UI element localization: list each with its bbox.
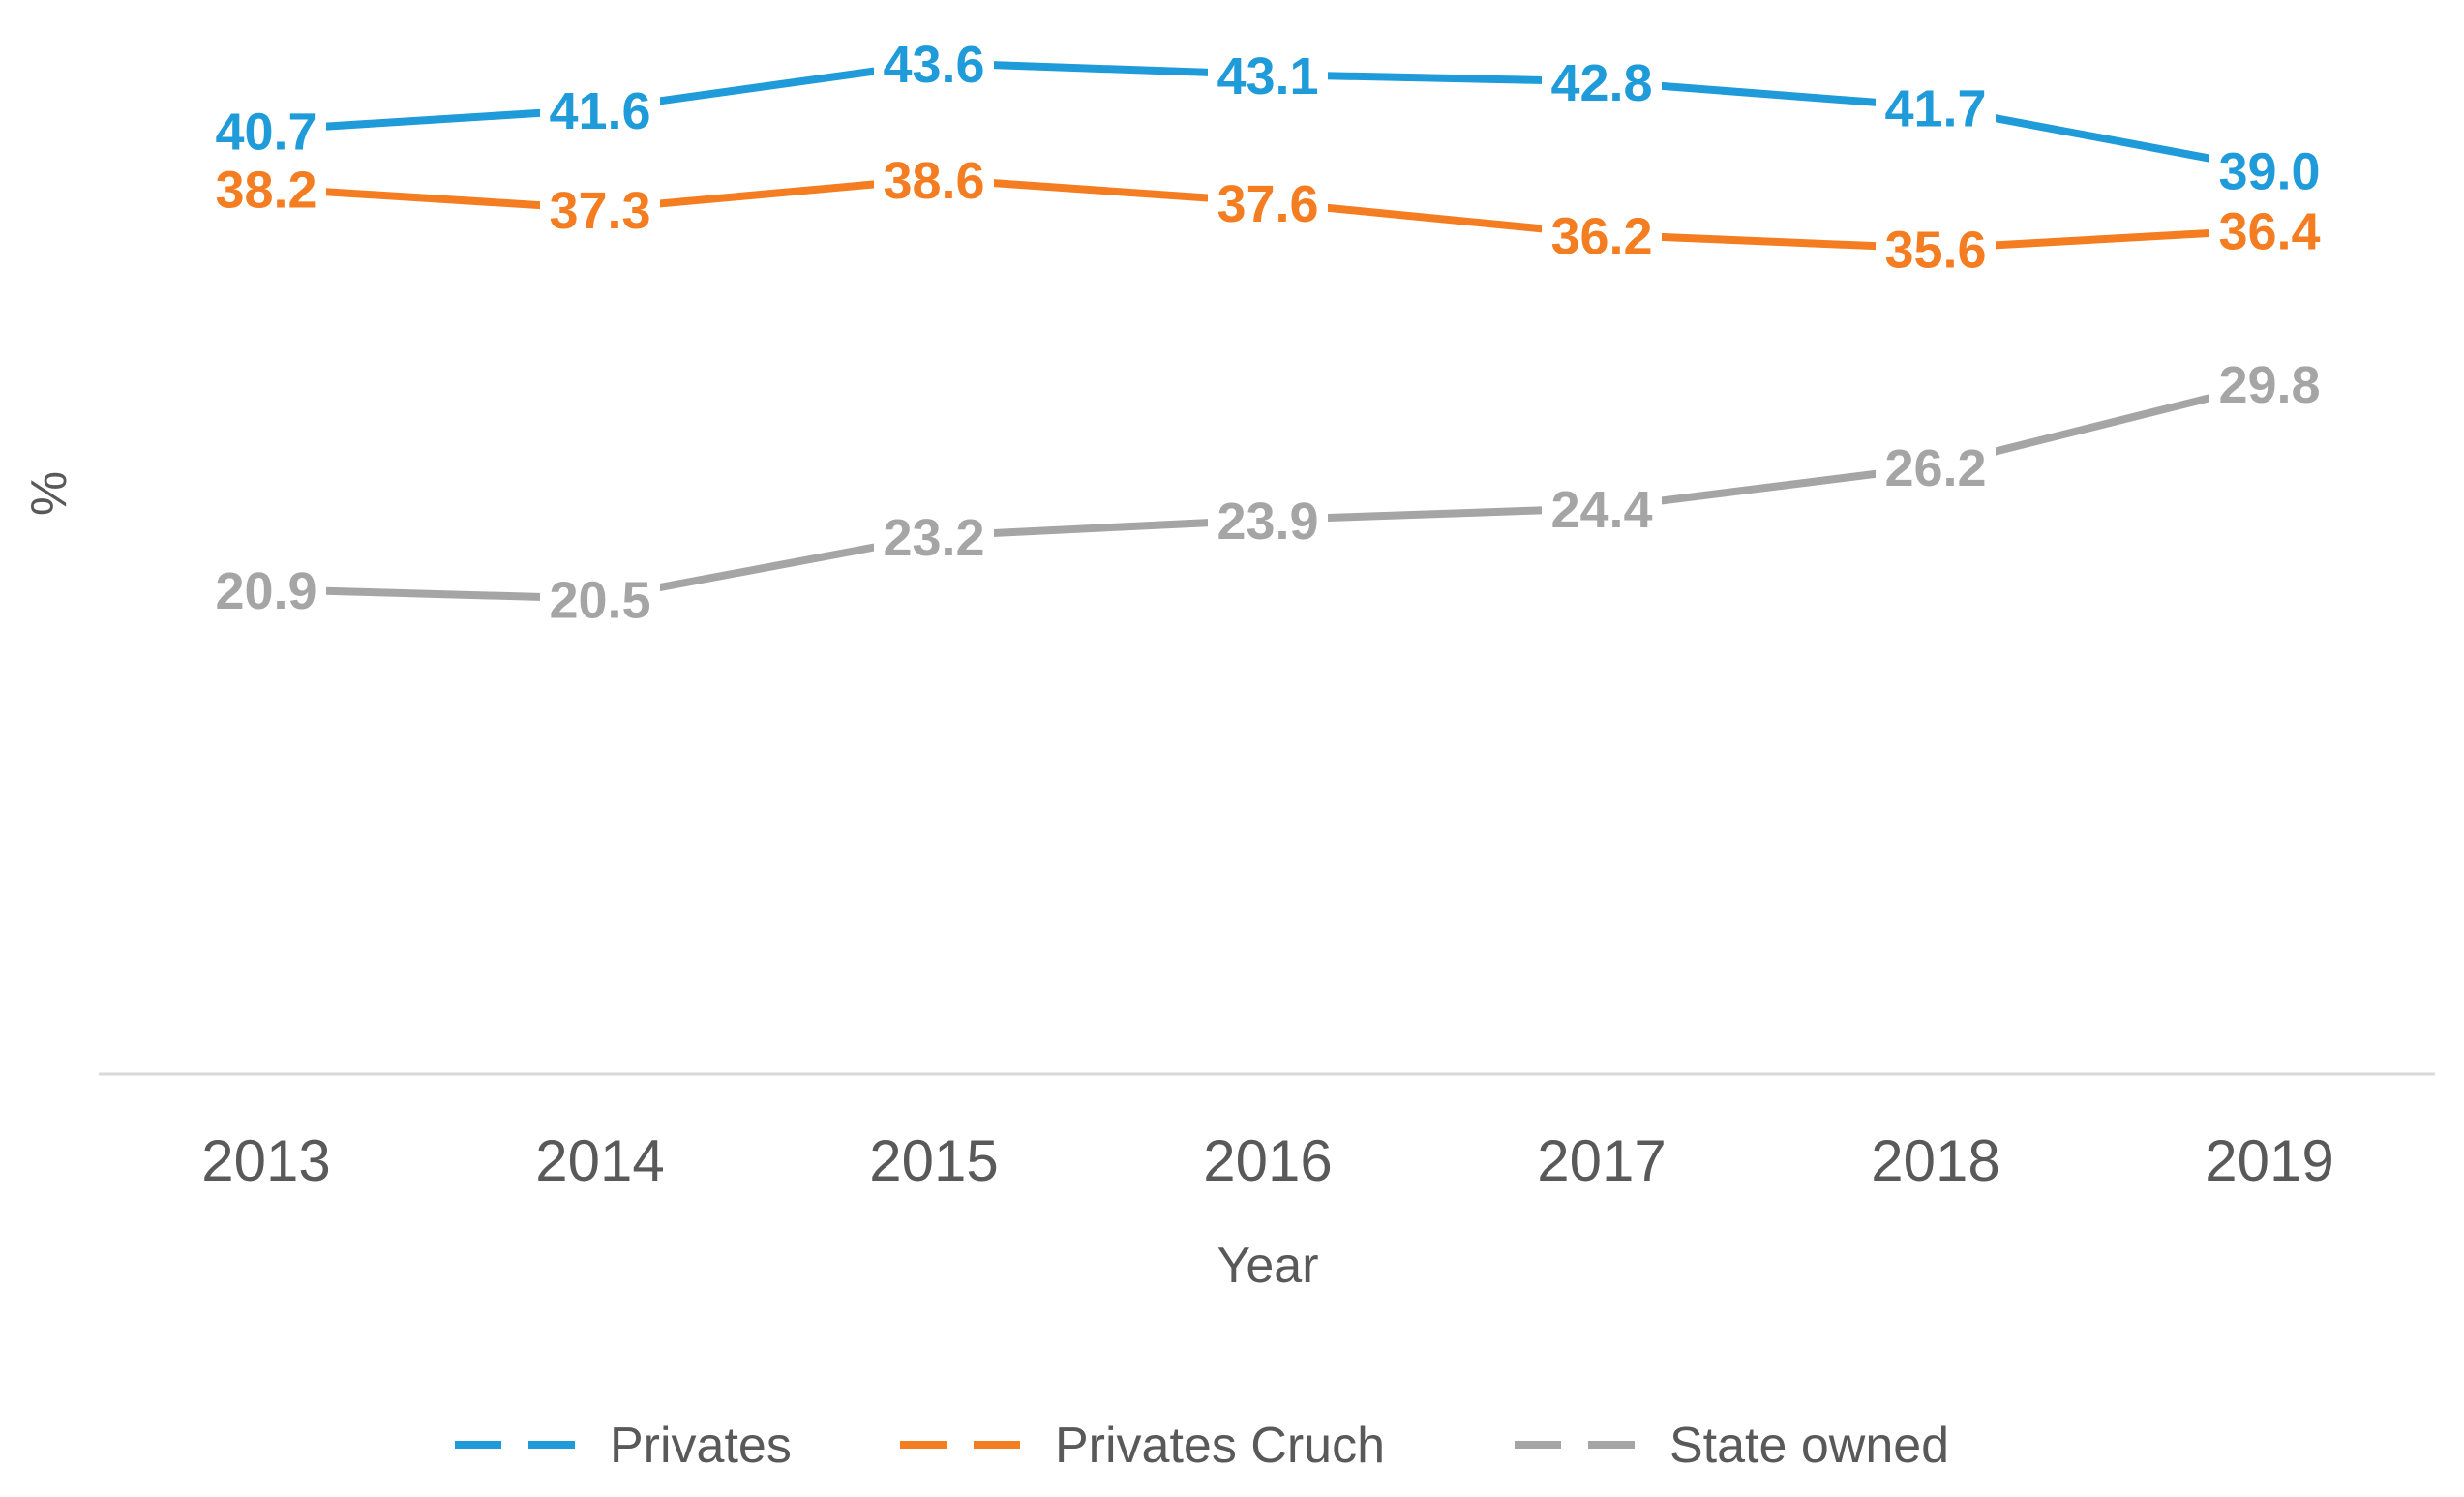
data-label-bg [1542, 50, 1662, 109]
data-label-bg [874, 32, 994, 90]
x-tick-label-2014: 2014 [535, 1128, 664, 1193]
data-label-bg [540, 77, 660, 136]
data-label-state-owned-2013: 20.9 [215, 562, 316, 620]
data-label-bg [874, 147, 994, 206]
legend-item-state-owned: State owned [1515, 1418, 1949, 1474]
data-label-state-owned-2018: 26.2 [1884, 439, 1986, 497]
data-label-bg [2209, 351, 2329, 410]
data-label-privates-2019: 39.0 [2218, 142, 2320, 200]
data-label-state-owned-2015: 23.2 [883, 509, 984, 567]
x-axis-title: Year [1217, 1238, 1318, 1294]
data-label-bg [874, 504, 994, 563]
data-label-bg [2209, 198, 2329, 257]
data-label-bg [1876, 217, 1996, 276]
data-label-privates-2018: 41.7 [1884, 80, 1986, 138]
data-label-bg [2209, 138, 2329, 197]
data-label-state-owned-2017: 24.4 [1550, 481, 1652, 539]
x-tick-label-2013: 2013 [201, 1128, 330, 1193]
data-label-bg [1208, 43, 1328, 102]
data-label-state-owned-2014: 20.5 [549, 572, 650, 630]
data-label-bg [1542, 203, 1662, 262]
legend-item-privates-cruch: Privates Cruch [900, 1418, 1385, 1474]
y-axis-title: % [21, 471, 77, 516]
legend-label-state-owned: State owned [1669, 1418, 1949, 1474]
data-labels: 40.7 41.6 43.6 43.1 42.8 41.7 39.0 38.2 37.3 38.6… [206, 32, 2329, 630]
data-label-bg [206, 558, 326, 617]
legend-label-privates-cruch: Privates Cruch [1055, 1418, 1385, 1474]
data-label-privates-cruch-2017: 36.2 [1550, 207, 1652, 265]
data-label-privates-cruch-2016: 37.6 [1217, 175, 1318, 233]
x-tick-labels: 2013 2014 2015 2016 2017 2018 2019 [201, 1128, 2333, 1193]
data-label-bg [1876, 75, 1996, 135]
data-label-bg [206, 99, 326, 158]
data-label-state-owned-2016: 23.9 [1217, 493, 1318, 551]
data-label-privates-cruch-2018: 35.6 [1884, 222, 1986, 280]
x-tick-label-2015: 2015 [869, 1128, 998, 1193]
data-label-bg [540, 567, 660, 626]
data-label-bg [1876, 435, 1996, 494]
data-label-bg [1208, 489, 1328, 548]
data-label-privates-cruch-2013: 38.2 [215, 161, 316, 219]
data-label-privates-cruch-2015: 38.6 [883, 152, 984, 210]
data-label-privates-cruch-2014: 37.3 [549, 182, 650, 240]
legend: Privates Privates Cruch State owned [455, 1418, 1949, 1474]
data-label-bg [540, 177, 660, 236]
data-label-privates-2014: 41.6 [549, 82, 650, 140]
data-label-bg [1208, 170, 1328, 229]
data-label-privates-2017: 42.8 [1550, 54, 1652, 112]
data-label-bg [206, 157, 326, 216]
x-tick-label-2018: 2018 [1871, 1128, 1999, 1193]
data-label-bg [1542, 477, 1662, 536]
legend-label-privates: Privates [610, 1418, 792, 1474]
data-label-privates-2015: 43.6 [883, 36, 984, 94]
legend-item-privates: Privates [455, 1418, 792, 1474]
data-label-privates-2013: 40.7 [215, 104, 316, 162]
data-label-privates-cruch-2019: 36.4 [2218, 203, 2320, 261]
data-label-privates-2016: 43.1 [1217, 47, 1318, 105]
data-label-state-owned-2019: 29.8 [2218, 356, 2320, 414]
x-tick-label-2016: 2016 [1203, 1128, 1332, 1193]
x-tick-label-2017: 2017 [1537, 1128, 1666, 1193]
x-tick-label-2019: 2019 [2205, 1128, 2333, 1193]
